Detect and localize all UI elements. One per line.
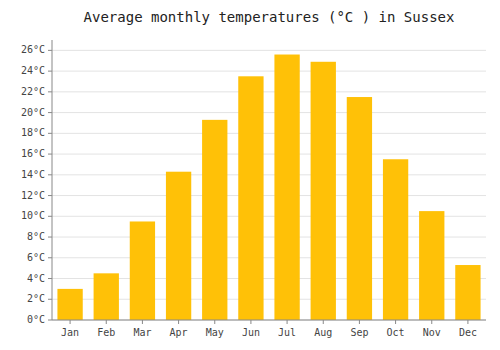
grid-line: [52, 50, 486, 51]
y-axis: 0°C 2°C 4°C 6°C 8°C 10°C 12°C 14°C 16°C 18°C 20°C 2…: [21, 40, 52, 325]
x-tick: [178, 320, 179, 324]
chart-svg: 0°C 2°C 4°C 6°C 8°C 10°C 12°C 14°C 16°C 18°C 20°C 2…: [0, 0, 500, 350]
x-axis-line: [52, 320, 486, 321]
x-tick-label: Nov: [423, 327, 441, 338]
bar: [419, 211, 444, 320]
bars: [57, 55, 480, 320]
bar: [94, 273, 119, 320]
bar: [202, 120, 227, 320]
x-tick-label: Feb: [97, 327, 115, 338]
bar: [383, 159, 408, 320]
y-tick: [48, 195, 52, 196]
x-tick: [431, 320, 432, 324]
y-tick: [48, 216, 52, 217]
grid-line: [52, 91, 486, 92]
grid: [52, 50, 486, 320]
y-tick-label: 8°C: [27, 231, 45, 242]
chart-title: Average monthly temperatures (°C ) in Su…: [84, 9, 455, 25]
x-axis: Jan Feb Mar Apr May Jun Jul Aug Sep Oct Nov Dec: [52, 320, 486, 338]
y-tick: [48, 299, 52, 300]
y-tick-label: 0°C: [27, 314, 45, 325]
x-tick: [214, 320, 215, 324]
x-tick-label: Apr: [170, 327, 188, 338]
grid-line: [52, 154, 486, 155]
y-tick: [48, 174, 52, 175]
y-tick: [48, 91, 52, 92]
grid-line: [52, 174, 486, 175]
y-tick-label: 6°C: [27, 252, 45, 263]
x-tick-label: Oct: [387, 327, 405, 338]
bar: [311, 62, 336, 320]
y-tick: [48, 154, 52, 155]
x-tick: [323, 320, 324, 324]
chart-container: 0°C 2°C 4°C 6°C 8°C 10°C 12°C 14°C 16°C 18°C 20°C 2…: [0, 0, 500, 350]
bar: [57, 289, 82, 320]
x-tick-label: Jul: [278, 327, 296, 338]
y-tick-label: 18°C: [21, 127, 45, 138]
x-tick: [287, 320, 288, 324]
y-tick-label: 12°C: [21, 190, 45, 201]
grid-line: [52, 320, 486, 321]
bar: [455, 265, 480, 320]
grid-line: [52, 112, 486, 113]
y-tick: [48, 278, 52, 279]
x-tick: [70, 320, 71, 324]
y-tick-label: 2°C: [27, 293, 45, 304]
x-tick: [106, 320, 107, 324]
y-tick: [48, 320, 52, 321]
x-tick-label: Sep: [350, 327, 368, 338]
bar: [274, 55, 299, 320]
y-tick: [48, 112, 52, 113]
x-tick: [142, 320, 143, 324]
x-tick-label: Jun: [242, 327, 260, 338]
bar: [130, 221, 155, 320]
x-tick: [359, 320, 360, 324]
x-tick-label: Jan: [61, 327, 79, 338]
y-axis-line: [52, 40, 53, 320]
bar: [238, 76, 263, 320]
x-tick-label: Mar: [133, 327, 151, 338]
y-tick-label: 16°C: [21, 148, 45, 159]
x-tick-label: May: [206, 327, 224, 338]
y-tick-label: 22°C: [21, 86, 45, 97]
grid-line: [52, 195, 486, 196]
bar: [347, 97, 372, 320]
bar: [166, 172, 191, 320]
x-tick: [250, 320, 251, 324]
x-tick: [395, 320, 396, 324]
y-tick-label: 14°C: [21, 169, 45, 180]
y-tick: [48, 133, 52, 134]
y-tick: [48, 257, 52, 258]
y-tick-label: 20°C: [21, 107, 45, 118]
y-tick-label: 10°C: [21, 210, 45, 221]
grid-line: [52, 133, 486, 134]
y-tick: [48, 50, 52, 51]
y-tick-label: 4°C: [27, 273, 45, 284]
x-tick: [467, 320, 468, 324]
y-tick: [48, 237, 52, 238]
x-tick-label: Dec: [459, 327, 477, 338]
x-tick-label: Aug: [314, 327, 332, 338]
y-tick-label: 26°C: [21, 44, 45, 55]
grid-line: [52, 71, 486, 72]
y-tick-label: 24°C: [21, 65, 45, 76]
y-tick: [48, 71, 52, 72]
